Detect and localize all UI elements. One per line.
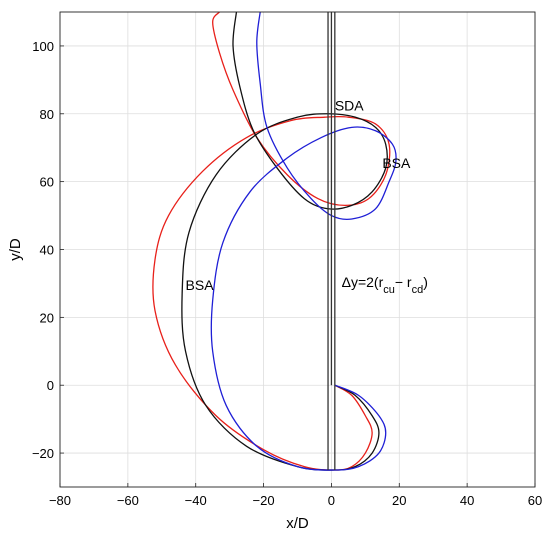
- y-tick-label: −20: [32, 446, 54, 461]
- grid-layer: [59, 12, 536, 487]
- annotation-layer: SDA BSA BSA Δy=2(rcu− rcd): [186, 97, 428, 295]
- y-tick-label: 100: [32, 39, 54, 54]
- annotation-label: BSA: [186, 277, 215, 293]
- x-tick-label: 20: [392, 493, 406, 508]
- annotation-label: Δy=2(rcu− rcd): [342, 274, 428, 296]
- y-axis-label: y/D: [7, 238, 24, 261]
- x-tick-label: −20: [253, 493, 275, 508]
- y-tick-label: 80: [40, 107, 54, 122]
- series-line-0: [152, 12, 391, 471]
- x-tick-label: −40: [185, 493, 207, 508]
- y-tick-label: 40: [40, 243, 54, 258]
- x-tick-label: −60: [117, 493, 139, 508]
- x-tick-label: 40: [460, 493, 474, 508]
- x-tick-label: 60: [528, 493, 542, 508]
- series-layer: [152, 12, 397, 471]
- x-tick-label: −80: [49, 493, 71, 508]
- tick-layer: −80 −60 −40 −20 0 20 40 60 −20 0 20 40 60 80 100: [32, 39, 542, 508]
- y-tick-label: 20: [40, 310, 54, 325]
- series-line-2: [210, 12, 397, 471]
- x-tick-label: 0: [328, 493, 335, 508]
- x-axis-label: x/D: [286, 515, 309, 532]
- annotation-label: BSA: [382, 155, 411, 171]
- y-tick-label: 60: [40, 175, 54, 190]
- series-line-1: [181, 12, 388, 471]
- annotation-label: SDA: [335, 97, 364, 113]
- y-tick-label: 0: [47, 378, 54, 393]
